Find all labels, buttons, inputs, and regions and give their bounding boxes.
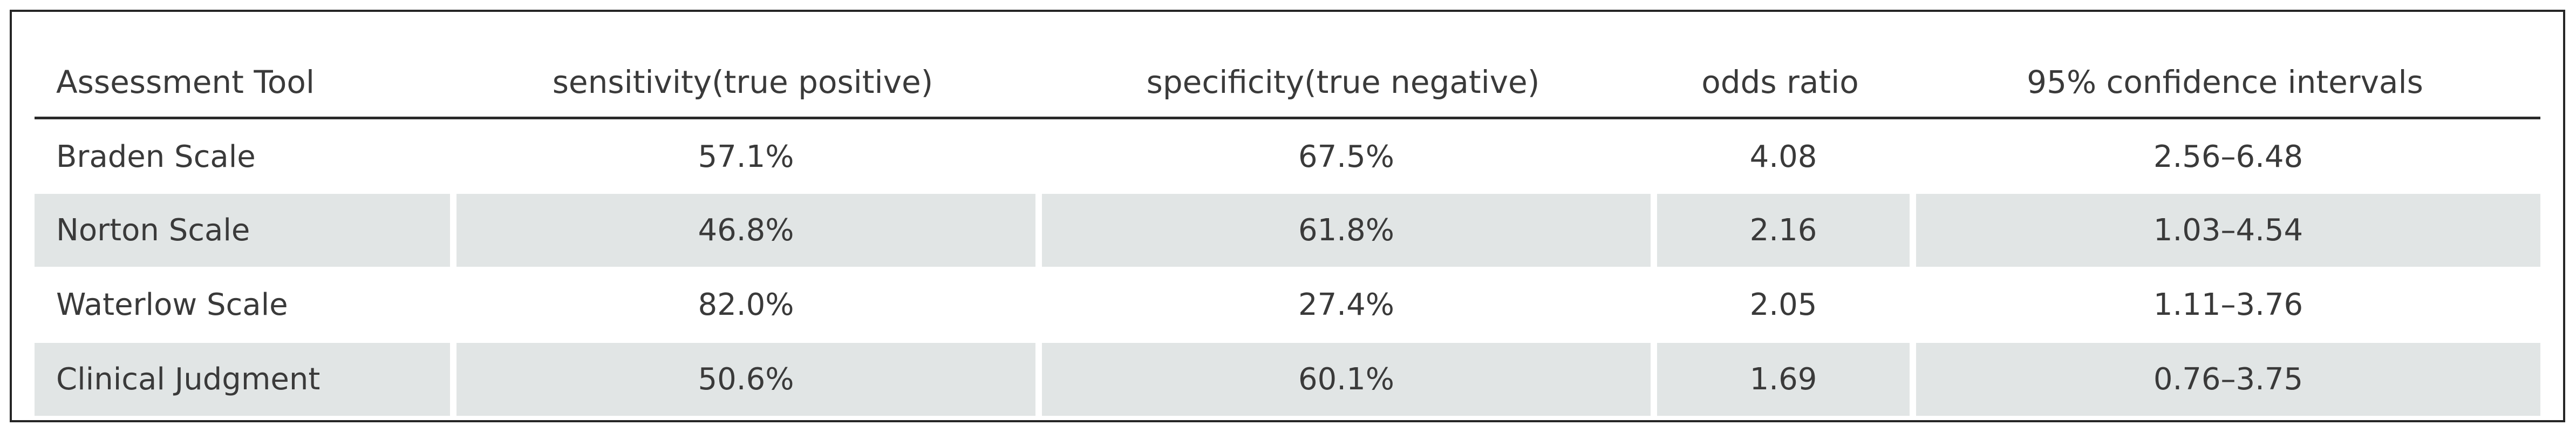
cell-specificity: 61.8% bbox=[1035, 194, 1651, 268]
header-assessment-tool: Assessment Tool bbox=[35, 48, 450, 119]
cell-sensitivity: 50.6% bbox=[450, 343, 1035, 417]
cell-confidence-interval: 2.56–6.48 bbox=[1910, 119, 2540, 194]
cell-sensitivity: 57.1% bbox=[450, 119, 1035, 194]
table-row: Clinical Judgment 50.6% 60.1% 1.69 0.76–… bbox=[35, 343, 2540, 417]
cell-confidence-interval: 1.03–4.54 bbox=[1910, 194, 2540, 268]
cell-confidence-interval: 0.76–3.75 bbox=[1910, 343, 2540, 417]
cell-assessment-tool: Clinical Judgment bbox=[35, 343, 450, 417]
cell-assessment-tool: Waterlow Scale bbox=[35, 268, 450, 343]
cell-odds-ratio: 1.69 bbox=[1651, 343, 1910, 417]
cell-sensitivity: 46.8% bbox=[450, 194, 1035, 268]
header-sensitivity: sensitivity(true positive) bbox=[450, 48, 1035, 119]
cell-assessment-tool: Norton Scale bbox=[35, 194, 450, 268]
cell-odds-ratio: 2.16 bbox=[1651, 194, 1910, 268]
cell-odds-ratio: 2.05 bbox=[1651, 268, 1910, 343]
table-row: Norton Scale 46.8% 61.8% 2.16 1.03–4.54 bbox=[35, 194, 2540, 268]
cell-sensitivity: 82.0% bbox=[450, 268, 1035, 343]
cell-assessment-tool: Braden Scale bbox=[35, 119, 450, 194]
header-odds-ratio: odds ratio bbox=[1651, 48, 1910, 119]
header-confidence-intervals: 95% confidence intervals bbox=[1910, 48, 2540, 119]
cell-specificity: 67.5% bbox=[1035, 119, 1651, 194]
header-specificity: specificity(true negative) bbox=[1035, 48, 1651, 119]
table-row: Waterlow Scale 82.0% 27.4% 2.05 1.11–3.7… bbox=[35, 268, 2540, 343]
cell-confidence-interval: 1.11–3.76 bbox=[1910, 268, 2540, 343]
cell-specificity: 27.4% bbox=[1035, 268, 1651, 343]
assessment-tools-table: Assessment Tool sensitivity(true positiv… bbox=[35, 48, 2540, 417]
table-frame: Assessment Tool sensitivity(true positiv… bbox=[10, 10, 2565, 422]
cell-odds-ratio: 4.08 bbox=[1651, 119, 1910, 194]
header-row: Assessment Tool sensitivity(true positiv… bbox=[35, 48, 2540, 119]
cell-specificity: 60.1% bbox=[1035, 343, 1651, 417]
table-row: Braden Scale 57.1% 67.5% 4.08 2.56–6.48 bbox=[35, 119, 2540, 194]
